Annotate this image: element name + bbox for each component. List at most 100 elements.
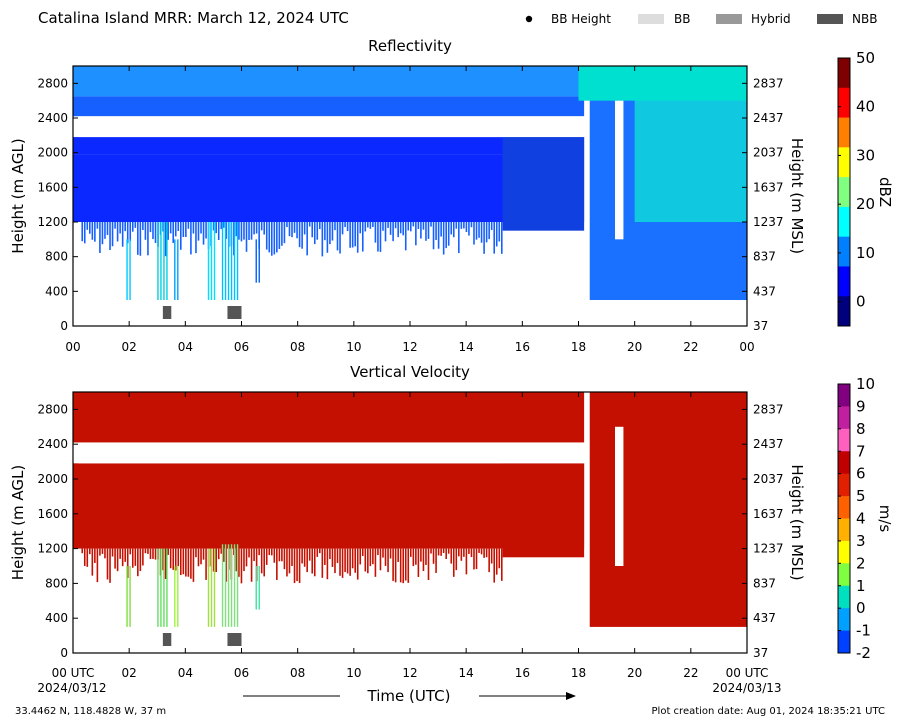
x-tick-label: 00 UTC <box>52 666 95 680</box>
colorbar-segment <box>838 117 850 148</box>
echo-fringe <box>200 222 202 234</box>
y-tick-label: 2400 <box>37 437 68 451</box>
rain-column <box>221 222 224 300</box>
echo-fringe <box>313 548 316 577</box>
echo-fringe <box>415 222 417 246</box>
echo-fringe <box>495 548 498 575</box>
echo-fringe <box>455 222 458 229</box>
echo-fringe <box>185 548 187 577</box>
echo-fringe <box>190 222 192 255</box>
legend-dot-bb-height <box>525 15 533 23</box>
echo-fringe <box>473 222 475 245</box>
echo-fringe <box>104 222 106 239</box>
legend-label-bb: BB <box>674 12 690 26</box>
echo-fringe <box>437 222 440 249</box>
echo-fringe <box>311 222 314 238</box>
echo-fringe <box>372 548 374 565</box>
colorbar-tick-label: 3 <box>856 532 866 550</box>
echo-fringe <box>281 222 283 246</box>
colorbar-tick-label: 2 <box>856 554 866 572</box>
legend-swatch-hybrid <box>716 14 742 24</box>
echo-fringe <box>190 548 192 579</box>
echo-fringe <box>425 548 427 565</box>
echo-fringe <box>119 548 121 559</box>
echo-fringe <box>243 548 245 572</box>
echo-fringe <box>412 222 415 227</box>
echo-fringe <box>187 222 190 229</box>
echo-fringe <box>415 548 417 565</box>
echo-fringe <box>167 222 169 240</box>
echo-fringe <box>470 222 473 228</box>
y-tick-label: 1200 <box>37 215 68 229</box>
echo-fringe <box>124 222 126 232</box>
echo-fringe <box>455 548 458 571</box>
echo-fringe <box>139 548 142 572</box>
echo-fringe <box>356 222 359 253</box>
echo-fringe <box>346 222 349 232</box>
echo-fringe <box>367 222 369 228</box>
echo-region <box>73 154 585 222</box>
echo-fringe <box>485 222 488 243</box>
echo-fringe <box>488 222 490 240</box>
rain-column <box>258 239 260 283</box>
echo-fringe <box>321 222 324 257</box>
echo-fringe <box>397 548 399 562</box>
y-right-tick-label: 2037 <box>753 472 784 486</box>
echo-fringe <box>144 548 147 554</box>
rain-column <box>236 222 239 300</box>
echo-fringe <box>202 548 205 560</box>
echo-fringe <box>104 548 106 559</box>
echo-fringe <box>336 222 339 251</box>
x-tick-label: 16 <box>515 666 530 680</box>
x-tick-label: 06 <box>234 666 249 680</box>
echo-fringe <box>96 548 99 583</box>
rain-column <box>236 544 239 627</box>
colorbar-segment <box>838 266 850 297</box>
echo-fringe <box>162 222 164 232</box>
rain-column <box>230 544 233 627</box>
y-tick-label: 0 <box>60 319 68 333</box>
echo-fringe <box>200 548 202 565</box>
x-tick-label: 08 <box>290 666 305 680</box>
colorbar-label: m/s <box>876 505 894 533</box>
x-tick-label: 22 <box>683 666 698 680</box>
echo-fringe <box>422 222 425 230</box>
colorbar-segment <box>838 563 850 587</box>
echo-region <box>73 66 585 97</box>
colorbar: -2 -1 0 1 2 3 4 5 6 7 8 9 10 m/s <box>837 375 894 662</box>
echo-fringe <box>480 548 483 555</box>
legend-swatch-nbb <box>817 14 843 24</box>
x-tick-label: 12 <box>402 666 417 680</box>
echo-fringe <box>435 222 437 241</box>
echo-fringe <box>154 548 157 560</box>
echo-fringe <box>86 548 89 567</box>
colorbar-segment <box>838 406 850 430</box>
echo-fringe <box>389 222 392 235</box>
echo-fringe <box>407 548 410 583</box>
legend-label-hybrid: Hybrid <box>751 12 791 26</box>
y-tick-label: 800 <box>45 250 68 264</box>
echo-fringe <box>377 222 379 252</box>
echo-fringe <box>354 548 356 573</box>
y-tick-label: 2800 <box>37 402 68 416</box>
echo-fringe <box>253 548 255 562</box>
echo-fringe <box>220 222 223 230</box>
echo-fringe <box>369 548 372 567</box>
echo-fringe <box>225 548 228 582</box>
echo-fringe <box>202 222 205 245</box>
echo-fringe <box>270 548 273 556</box>
colorbar-tick-label: 6 <box>856 465 866 483</box>
echo-fringe <box>243 222 245 240</box>
echo-region <box>578 66 747 101</box>
echo-fringe <box>217 548 220 560</box>
echo-fringe <box>99 548 101 556</box>
echo-fringe <box>364 222 367 232</box>
echo-fringe <box>192 222 195 234</box>
echo-fringe <box>238 548 240 577</box>
echo-fringe <box>498 222 501 242</box>
rain-column <box>126 566 128 627</box>
echo-fringe <box>402 548 405 584</box>
echo-fringe <box>372 222 374 227</box>
echo-fringe <box>116 548 119 572</box>
